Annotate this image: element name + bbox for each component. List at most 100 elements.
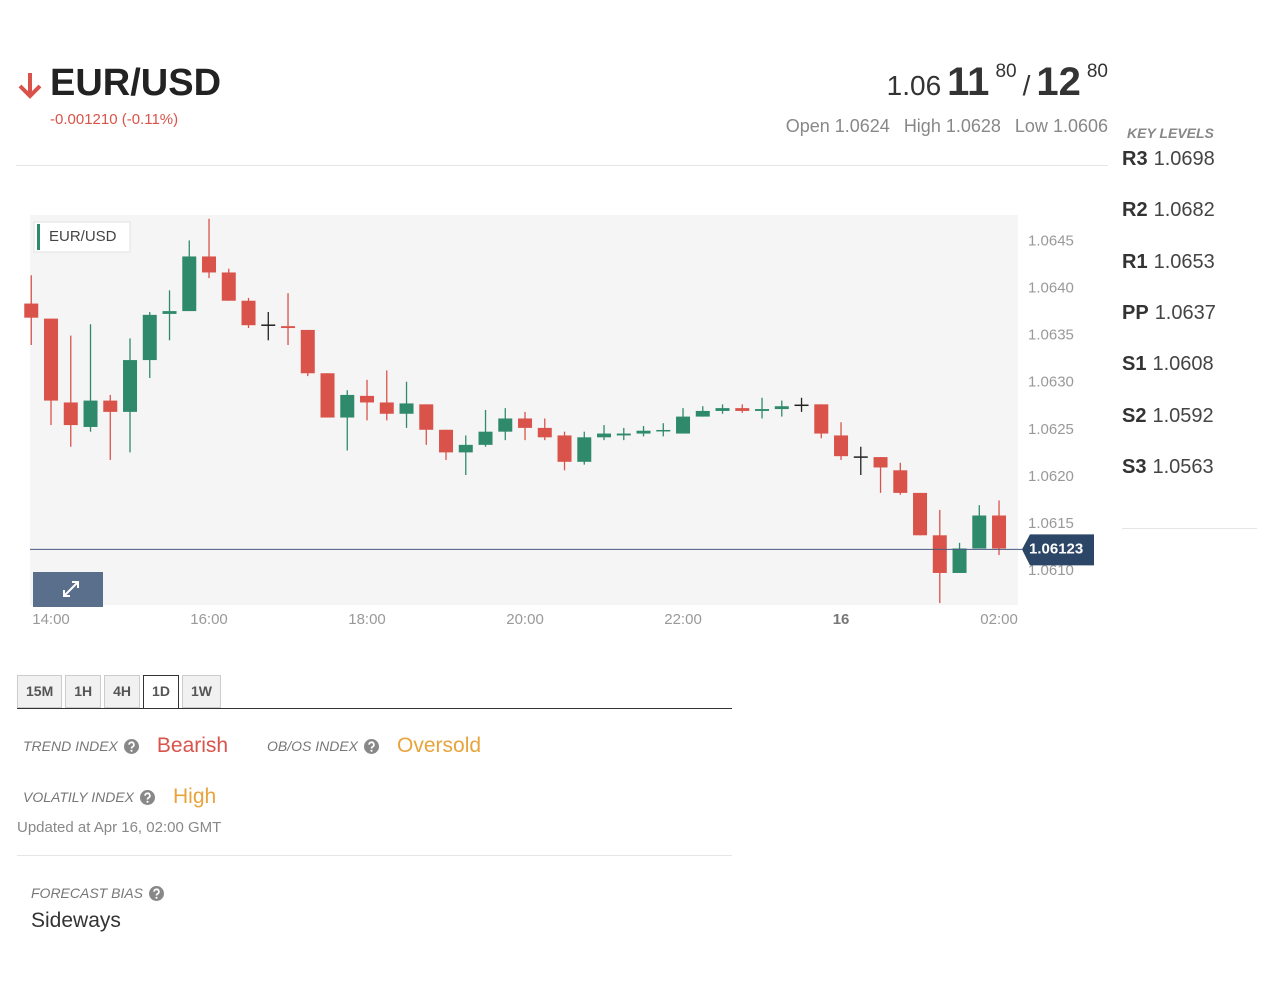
bid-pips: 11 (947, 60, 990, 104)
candle-body (241, 300, 256, 326)
divider (1122, 528, 1257, 529)
index-value: Bearish (156, 734, 229, 757)
ohlc-item: Low 1.0606 (1015, 116, 1108, 137)
candle-body (735, 408, 750, 411)
candle-body (755, 409, 770, 411)
candle-body (814, 404, 829, 434)
candle-body (952, 548, 967, 573)
y-tick-label: 1.0620 (1028, 468, 1074, 485)
candle-body (577, 437, 592, 462)
key-level: R1 1.0653 (1122, 251, 1215, 274)
candle-body (439, 429, 454, 453)
candle-body (419, 404, 434, 430)
ohlc-value: 1.0624 (834, 116, 890, 136)
candle-body (458, 444, 473, 453)
candle-body (834, 435, 849, 457)
candle-body (320, 373, 335, 418)
key-level-value: 1.0653 (1153, 250, 1215, 273)
tab[interactable]: 1D (143, 675, 179, 709)
candle-body (63, 402, 78, 426)
index-value: High (173, 785, 217, 808)
ohlc-value: 1.0628 (945, 116, 1001, 136)
ohlc-item: High 1.0628 (904, 116, 1001, 137)
candle-body (774, 406, 789, 410)
key-level: R2 1.0682 (1122, 199, 1215, 222)
ask-pips: 12 (1036, 60, 1081, 104)
candle-body (616, 433, 631, 436)
key-level-name: R2 (1122, 199, 1148, 222)
candle-body (83, 400, 98, 427)
help-icon[interactable] (364, 738, 380, 754)
tab-underline (17, 708, 732, 709)
key-level: R3 1.0698 (1122, 148, 1215, 171)
candle-body (103, 400, 118, 412)
candle-body (44, 318, 59, 401)
separator: / (1022, 70, 1031, 101)
index-label: TREND INDEX (23, 738, 118, 754)
expand-button[interactable] (33, 572, 103, 607)
legend-swatch (37, 224, 40, 250)
candle-body (142, 314, 157, 361)
y-tick-label: 1.0610 (1028, 562, 1074, 579)
key-level: S1 1.0608 (1122, 353, 1214, 376)
key-level-name: R1 (1122, 250, 1148, 273)
ohlc-label: Low (1014, 116, 1048, 136)
y-tick-label: 1.0640 (1028, 279, 1074, 296)
candle-body (399, 403, 414, 414)
key-level-name: PP (1122, 301, 1149, 324)
index-label: OB/OS INDEX (267, 738, 359, 754)
tab[interactable]: 1W (181, 675, 221, 708)
key-level-value: 1.0682 (1153, 199, 1215, 222)
candle-body (636, 430, 651, 434)
candle-body (360, 395, 375, 403)
candle-body (913, 492, 928, 536)
forecast-label: FORECAST BIAS (31, 885, 144, 901)
candle-body (873, 457, 888, 468)
candle-body (221, 272, 236, 301)
expand-button-bg (33, 572, 103, 607)
key-level-name: R3 (1122, 148, 1148, 170)
key-level: S3 1.0563 (1122, 456, 1214, 479)
candle-body (676, 416, 691, 434)
candle-body (300, 329, 315, 374)
key-level-name: S2 (1122, 404, 1147, 427)
candle-body (695, 410, 710, 417)
help-icon[interactable] (149, 885, 165, 901)
x-tick-label: 16:00 (190, 611, 228, 628)
tab[interactable]: 4H (104, 675, 141, 708)
key-levels-title: KEY LEVELS (1127, 125, 1214, 141)
chart: 1.0610 1.0615 1.0620 1.0625 1.0630 1.0635 1.06… (24, 218, 1094, 628)
x-tick-label: 16 (833, 611, 850, 628)
tab[interactable]: 1H (65, 675, 102, 708)
x-tick-label: 02:00 (980, 611, 1018, 628)
candle-body (932, 535, 947, 573)
forecast-value: Sideways (31, 909, 121, 932)
candle-body (992, 515, 1007, 549)
ohlc-label: Open (785, 116, 830, 136)
y-tick-label: 1.0635 (1028, 327, 1074, 344)
key-level-value: 1.0698 (1153, 148, 1215, 170)
help-icon[interactable] (123, 738, 139, 754)
y-tick-label: 1.0645 (1028, 232, 1074, 249)
x-tick-label: 18:00 (348, 611, 386, 628)
key-level-value: 1.0637 (1154, 301, 1216, 324)
key-level-name: S3 (1122, 455, 1147, 478)
candle-body (340, 394, 355, 418)
ask-fraction: 80 (1086, 61, 1108, 82)
change: -0.001210 (-0.11%) (50, 111, 179, 128)
tab[interactable]: 15M (17, 675, 63, 708)
help-icon[interactable] (140, 789, 156, 805)
ohlc-item: Open 1.0624 (786, 116, 890, 137)
candle-body (893, 470, 908, 493)
ohlc: Open 1.0624 High 1.0628 Low 1.0606 (786, 116, 1108, 137)
current-price-box (1022, 534, 1094, 566)
expand-icon (63, 581, 79, 597)
down-arrow-icon (18, 73, 42, 99)
x-tick-label: 20:00 (506, 611, 544, 628)
candle-body (972, 515, 987, 549)
candle-body (498, 418, 513, 432)
current-price-label: 1.06123 (1029, 540, 1083, 557)
divider (17, 855, 732, 856)
candle-body (202, 256, 217, 273)
